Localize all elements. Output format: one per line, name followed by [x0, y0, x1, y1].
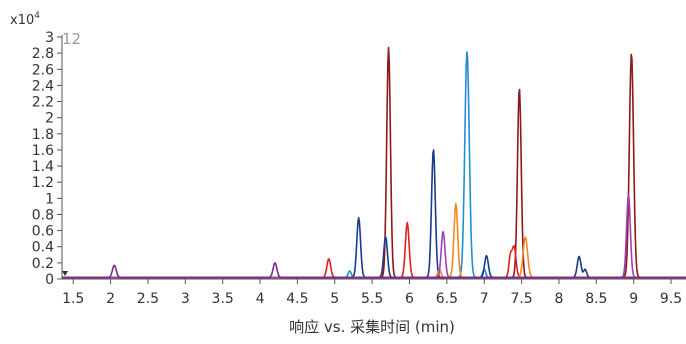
y-multiplier-label: x104	[10, 11, 40, 28]
x-tick-label: 4	[256, 291, 265, 307]
y-tick-label: 1	[45, 191, 54, 207]
x-tick-label: 2.5	[137, 291, 159, 307]
series-line-7	[61, 262, 686, 279]
x-tick-label: 1.5	[62, 291, 84, 307]
x-tick-label: 9	[629, 291, 638, 307]
y-tick-label: 0.6	[32, 224, 54, 240]
y-tick-label: 1.4	[32, 159, 54, 175]
x-tick-label: 5	[330, 291, 339, 307]
x-tick-label: 3.5	[212, 291, 234, 307]
panel-label: 12	[62, 30, 81, 48]
x-axis-title: 响应 vs. 采集时间 (min)	[289, 318, 455, 336]
series-line-2	[61, 51, 686, 279]
y-tick-label: 1.2	[32, 175, 54, 191]
y-tick-label: 0.4	[32, 240, 54, 256]
x-tick-label: 7.5	[510, 291, 532, 307]
y-tick-label: 2	[45, 111, 54, 127]
x-tick-label: 7	[480, 291, 489, 307]
y-tick-label: 2.2	[32, 95, 54, 111]
y-tick-label: 2.8	[32, 46, 54, 62]
x-tick-label: 4.5	[286, 291, 308, 307]
x-tick-label: 8	[554, 291, 563, 307]
series-line-6	[61, 193, 686, 279]
y-tick-label: 2.6	[32, 62, 54, 78]
x-tick-label: 5.5	[361, 291, 383, 307]
start-marker-icon	[62, 271, 68, 276]
y-tick-label: 3	[45, 30, 54, 46]
y-tick-label: 1.8	[32, 127, 54, 143]
series-line-1	[61, 46, 686, 279]
y-tick-label: 0	[45, 272, 54, 288]
x-tick-label: 8.5	[585, 291, 607, 307]
series-line-3	[61, 149, 686, 279]
x-tick-label: 6	[405, 291, 414, 307]
series-line-4	[61, 221, 686, 279]
y-tick-label: 0.2	[32, 256, 54, 272]
y-tick-label: 2.4	[32, 78, 54, 94]
x-tick-label: 6.5	[436, 291, 458, 307]
series-layer	[61, 46, 686, 279]
y-tick-label: 0.8	[32, 207, 54, 223]
x-tick-label: 2	[106, 291, 115, 307]
x-tick-label: 9.5	[660, 291, 682, 307]
axes-layer: 00.20.40.60.811.21.41.61.822.22.42.62.83…	[32, 30, 686, 307]
series-line-5	[61, 203, 686, 279]
x-tick-label: 3	[181, 291, 190, 307]
y-tick-label: 1.6	[32, 143, 54, 159]
